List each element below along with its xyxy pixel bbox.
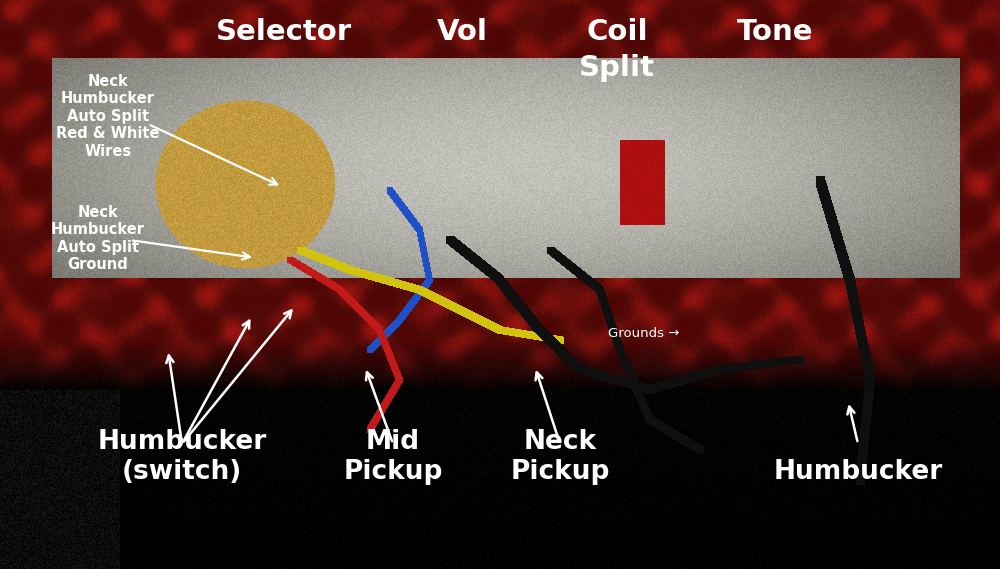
Text: Humbucker
(switch): Humbucker (switch) bbox=[97, 429, 267, 485]
Text: Coil: Coil bbox=[586, 18, 648, 46]
Text: Neck
Pickup: Neck Pickup bbox=[510, 429, 610, 485]
Text: Vol: Vol bbox=[436, 18, 488, 46]
Text: Tone: Tone bbox=[737, 18, 813, 46]
Text: Humbucker: Humbucker bbox=[773, 459, 943, 485]
Text: Split: Split bbox=[579, 54, 655, 82]
Text: Grounds →: Grounds → bbox=[608, 327, 679, 340]
Text: Mid
Pickup: Mid Pickup bbox=[343, 429, 443, 485]
Text: Neck
Humbucker
Auto Split
Ground: Neck Humbucker Auto Split Ground bbox=[51, 205, 145, 272]
Text: Neck
Humbucker
Auto Split
Red & White
Wires: Neck Humbucker Auto Split Red & White Wi… bbox=[56, 74, 160, 159]
Text: Selector: Selector bbox=[216, 18, 352, 46]
